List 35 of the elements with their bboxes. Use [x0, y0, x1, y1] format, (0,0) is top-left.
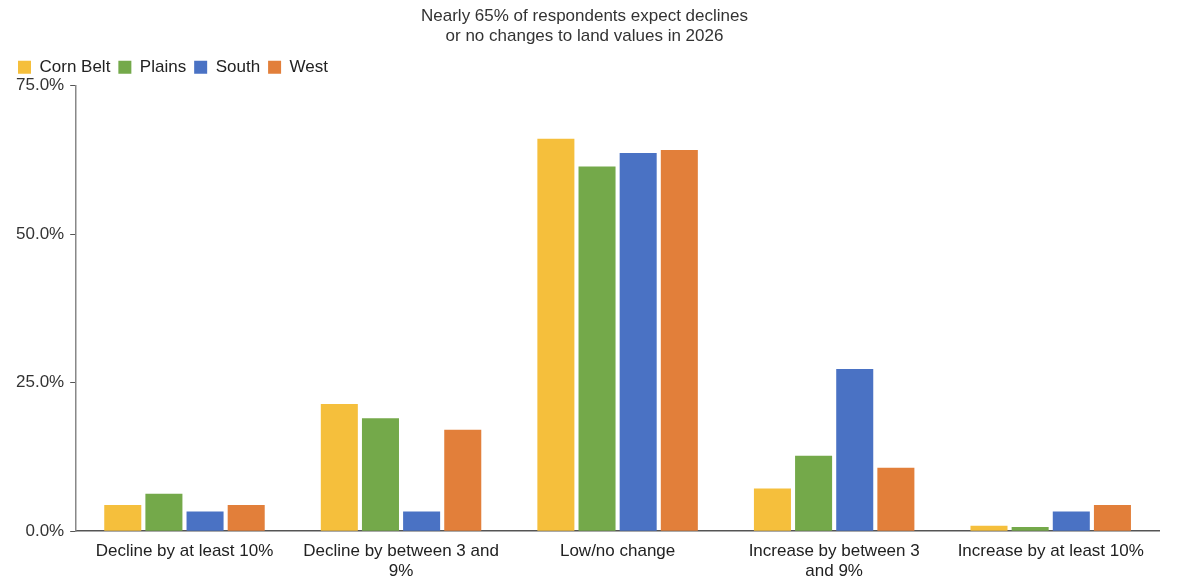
legend-label: Plains [139, 56, 187, 76]
x-tick-label: Decline by between 3 and 9% [303, 541, 499, 581]
x-tick-label: Decline by at least 10% [95, 541, 274, 561]
bar [444, 429, 482, 531]
bar [836, 369, 874, 531]
bar [227, 505, 265, 531]
bar [877, 467, 915, 531]
x-tick-label: Low/no change [559, 541, 676, 561]
bar [145, 493, 183, 531]
y-tick-label: 25.0% [16, 372, 65, 392]
bar [619, 152, 657, 531]
legend-label: West [289, 56, 329, 76]
bar [403, 511, 441, 531]
bar [1052, 511, 1090, 531]
y-tick-label: 50.0% [16, 223, 65, 243]
bar [795, 455, 833, 531]
y-tick-label: 75.0% [16, 75, 65, 95]
bar [1093, 505, 1131, 531]
y-tick-label: 0.0% [25, 520, 65, 540]
bar [753, 488, 791, 531]
legend-label: Corn Belt [39, 56, 111, 76]
bar [186, 511, 224, 531]
x-tick-label: Increase by between 3 and 9% [748, 541, 920, 581]
bar [1011, 527, 1049, 531]
bar [660, 149, 698, 531]
bar [578, 166, 616, 531]
legend-label: South [215, 56, 261, 76]
bar [361, 418, 399, 531]
x-tick-label: Increase by at least 10% [957, 541, 1144, 561]
bar [104, 505, 142, 531]
bar [320, 404, 358, 531]
text: Nearly 65% of respondents expect declines [421, 5, 748, 25]
bar [970, 525, 1008, 531]
bar [537, 138, 575, 531]
text: or no changes to land values in 2026 [445, 26, 724, 46]
